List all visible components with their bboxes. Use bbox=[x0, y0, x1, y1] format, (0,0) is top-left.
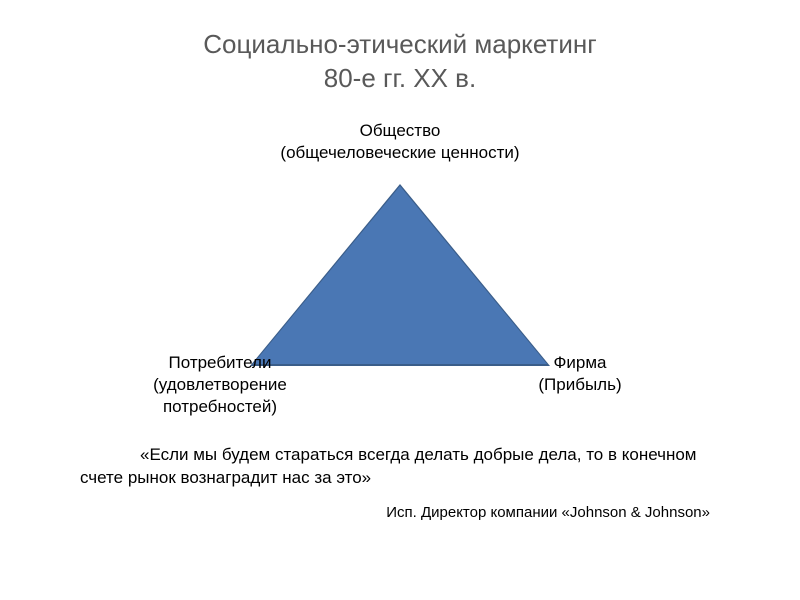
apex-right-subtitle: (Прибыль) bbox=[500, 374, 660, 396]
triangle-diagram: Общество (общечеловеческие ценности) Пот… bbox=[0, 104, 800, 394]
apex-right-title: Фирма bbox=[500, 352, 660, 374]
apex-top-subtitle: (общечеловеческие ценности) bbox=[270, 142, 530, 164]
title-line-1: Социально-этический маркетинг bbox=[0, 28, 800, 62]
quote-attribution: Исп. Директор компании «Johnson & Johnso… bbox=[80, 503, 720, 523]
apex-right-label: Фирма (Прибыль) bbox=[500, 352, 660, 396]
slide-title: Социально-этический маркетинг 80-е гг. X… bbox=[0, 0, 800, 96]
apex-left-label: Потребители (удовлетворение потребностей… bbox=[120, 352, 320, 418]
apex-top-label: Общество (общечеловеческие ценности) bbox=[270, 120, 530, 164]
apex-top-title: Общество bbox=[270, 120, 530, 142]
apex-left-subtitle: (удовлетворение потребностей) bbox=[120, 374, 320, 418]
quote-block: «Если мы будем стараться всегда делать д… bbox=[80, 444, 720, 524]
quote-text: «Если мы будем стараться всегда делать д… bbox=[80, 444, 720, 490]
apex-left-title: Потребители bbox=[120, 352, 320, 374]
triangle-shape-fill bbox=[253, 186, 547, 364]
title-line-2: 80-е гг. XX в. bbox=[0, 62, 800, 96]
